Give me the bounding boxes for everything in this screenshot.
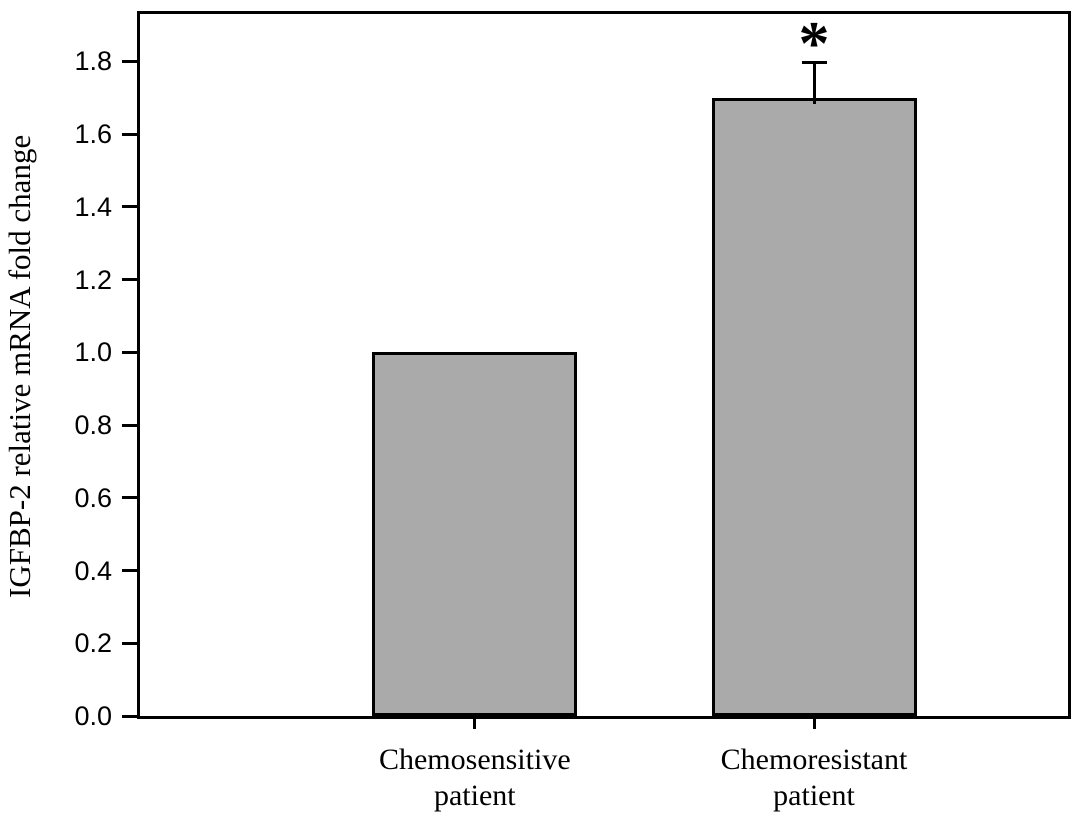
category-label-2: Chemoresistant patient <box>664 742 964 814</box>
bar-2 <box>711 97 917 716</box>
y-axis-tick <box>122 641 137 645</box>
x-axis-tick <box>812 716 816 729</box>
y-axis-tick <box>122 205 137 209</box>
bar-1 <box>372 352 578 716</box>
category-label-1: Chemosensitive patient <box>325 742 625 814</box>
significance-asterisk: * <box>798 10 830 79</box>
y-tick-label: 0.8 <box>74 410 112 440</box>
y-axis-tick <box>122 278 137 282</box>
category-label-line: Chemosensitive <box>378 743 571 776</box>
y-tick-label: 0.2 <box>74 628 112 659</box>
y-tick-label: 1.2 <box>74 264 112 295</box>
x-axis-tick <box>473 716 477 729</box>
y-axis-tick <box>122 59 137 63</box>
error-bar-cap <box>801 61 827 65</box>
y-axis-tick <box>122 569 137 572</box>
category-label-line: Chemoresistant <box>720 743 908 776</box>
y-axis-tick <box>122 714 137 718</box>
category-label-line: patient <box>773 779 855 812</box>
y-axis-tick <box>122 423 137 427</box>
category-label-line: patient <box>433 779 516 812</box>
y-axis-tick <box>122 350 137 354</box>
y-tick-label: 1.0 <box>74 337 112 368</box>
y-tick-label: 0.6 <box>74 482 112 513</box>
y-tick-label: 1.8 <box>74 46 112 77</box>
y-axis-tick <box>122 132 137 136</box>
y-tick-label: 1.6 <box>74 119 112 150</box>
y-tick-label: 0.0 <box>74 701 112 731</box>
error-bar-line <box>812 61 816 104</box>
y-tick-label: 1.4 <box>74 191 112 222</box>
y-tick-label: 0.4 <box>74 555 112 586</box>
plot-area: * <box>137 11 1071 719</box>
y-axis-tick <box>122 496 137 500</box>
